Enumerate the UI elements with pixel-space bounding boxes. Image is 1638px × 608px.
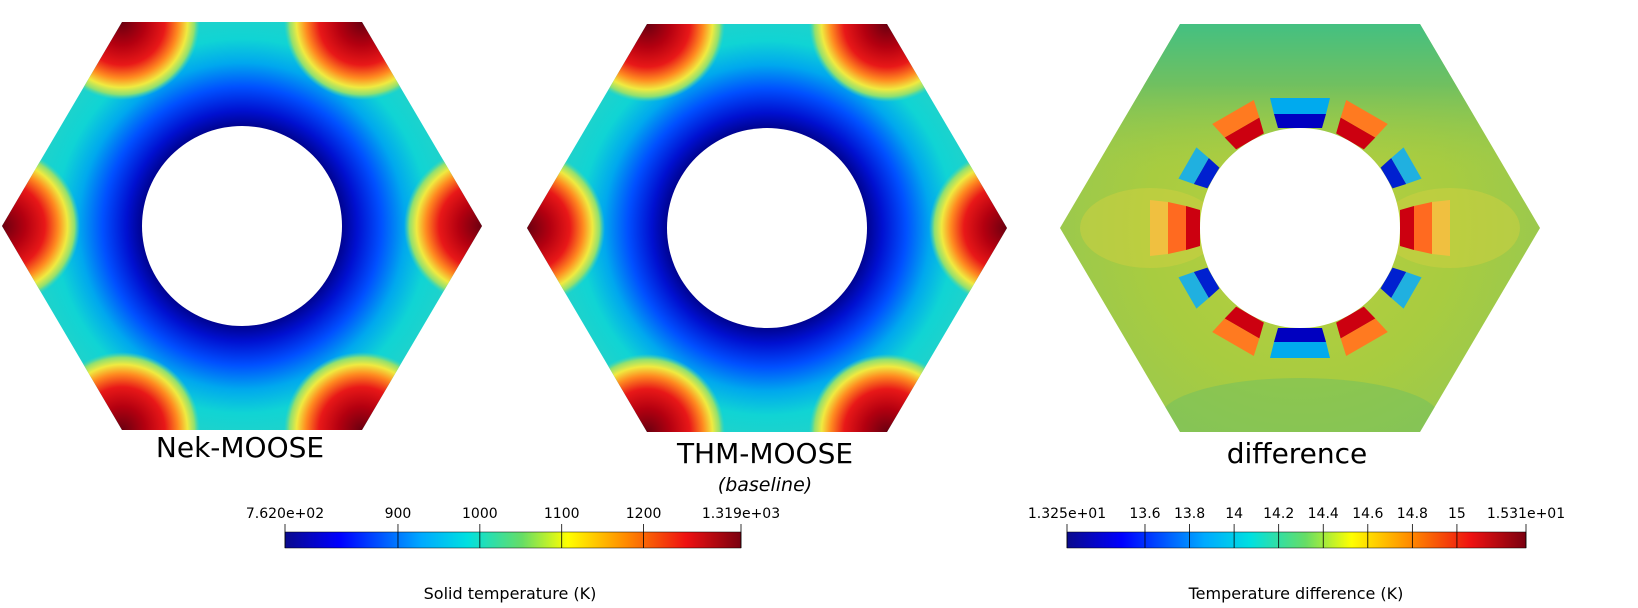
colorbar-tick-label: 900: [384, 506, 412, 522]
colorbar-solid-temperature: [284, 524, 742, 549]
colorbar-tick-label: 1.319e+03: [701, 506, 781, 522]
difference-hotspots: [1150, 98, 1450, 358]
hexagon-plot-thm: [527, 24, 1007, 432]
panel-label-difference: difference: [1226, 437, 1368, 470]
colorbar-tick-label: 14.6: [1352, 506, 1384, 522]
panel-label-thm: THM-MOOSE: [676, 437, 854, 470]
colorbar-tick-label: 13.6: [1129, 506, 1161, 522]
colorbar-ticks: [1066, 524, 1527, 548]
colorbar-tick-label: 13.8: [1173, 506, 1206, 522]
colorbar-tick-label: 1200: [625, 506, 662, 522]
colorbar-title-temperature-difference: Temperature difference (K): [1188, 584, 1404, 603]
colorbar-tick-label: 1.531e+01: [1486, 506, 1566, 522]
colorbar-tick-label: 1000: [462, 506, 498, 522]
colorbar-tick-label: 14.2: [1263, 506, 1295, 522]
colorbar-title-solid-temperature: Solid temperature (K): [423, 584, 597, 603]
colorbar-tick-label: 14: [1225, 506, 1244, 522]
colorbar-tick-label: 1.325e+01: [1027, 506, 1107, 522]
colorbar-tick-label: 1100: [543, 506, 580, 522]
panel-label-nek: Nek-MOOSE: [155, 431, 325, 464]
colorbar-tick-label: 7.620e+02: [245, 506, 325, 522]
colorbar-ticks: [284, 524, 742, 548]
colorbar-tick-label: 14.4: [1307, 506, 1339, 522]
hexagon-plot-difference: [1060, 24, 1540, 432]
panel-sublabel-thm: (baseline): [717, 474, 813, 496]
colorbar-temperature-difference: [1066, 524, 1527, 549]
colorbar-tick-label: 15: [1448, 506, 1466, 522]
colorbar-tick-label: 14.8: [1396, 506, 1428, 522]
